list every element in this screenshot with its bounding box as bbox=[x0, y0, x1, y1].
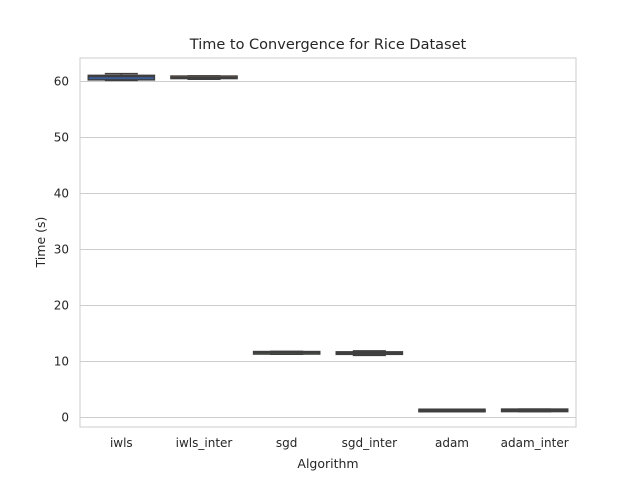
x-tick-label: iwls bbox=[110, 436, 133, 450]
gridlines bbox=[80, 81, 576, 418]
box-sgd bbox=[252, 350, 321, 355]
box-sgd_inter bbox=[335, 350, 404, 357]
y-tick-label: 0 bbox=[61, 410, 69, 424]
x-axis-label: Algorithm bbox=[297, 456, 358, 471]
y-tick-label: 10 bbox=[54, 354, 69, 368]
x-tick-label: adam bbox=[435, 436, 469, 450]
x-tick-label: iwls_inter bbox=[176, 436, 233, 450]
x-tick-label: adam_inter bbox=[501, 436, 569, 450]
x-tick-label: sgd_inter bbox=[342, 436, 398, 450]
x-tick-labels: iwls iwls_inter sgd sgd_inter adam adam_inter bbox=[110, 436, 569, 450]
box-adam_inter bbox=[500, 408, 569, 413]
y-tick-label: 40 bbox=[54, 187, 69, 201]
y-tick-label: 50 bbox=[54, 131, 69, 145]
chart-title: Time to Convergence for Rice Dataset bbox=[189, 37, 467, 53]
box-iwls_inter bbox=[170, 75, 238, 81]
plot-area bbox=[79, 57, 577, 428]
y-tick-label: 20 bbox=[54, 298, 69, 312]
box-adam bbox=[418, 408, 486, 413]
y-tick-label: 30 bbox=[54, 242, 69, 256]
x-tick-label: sgd bbox=[276, 436, 298, 450]
box-iqr bbox=[87, 74, 156, 81]
box-iwls bbox=[87, 72, 156, 82]
y-axis-label: Time (s) bbox=[33, 217, 48, 269]
boxes bbox=[87, 72, 569, 413]
y-tick-labels: 0 10 20 30 40 50 60 bbox=[54, 75, 69, 425]
y-tick-label: 60 bbox=[54, 75, 69, 89]
